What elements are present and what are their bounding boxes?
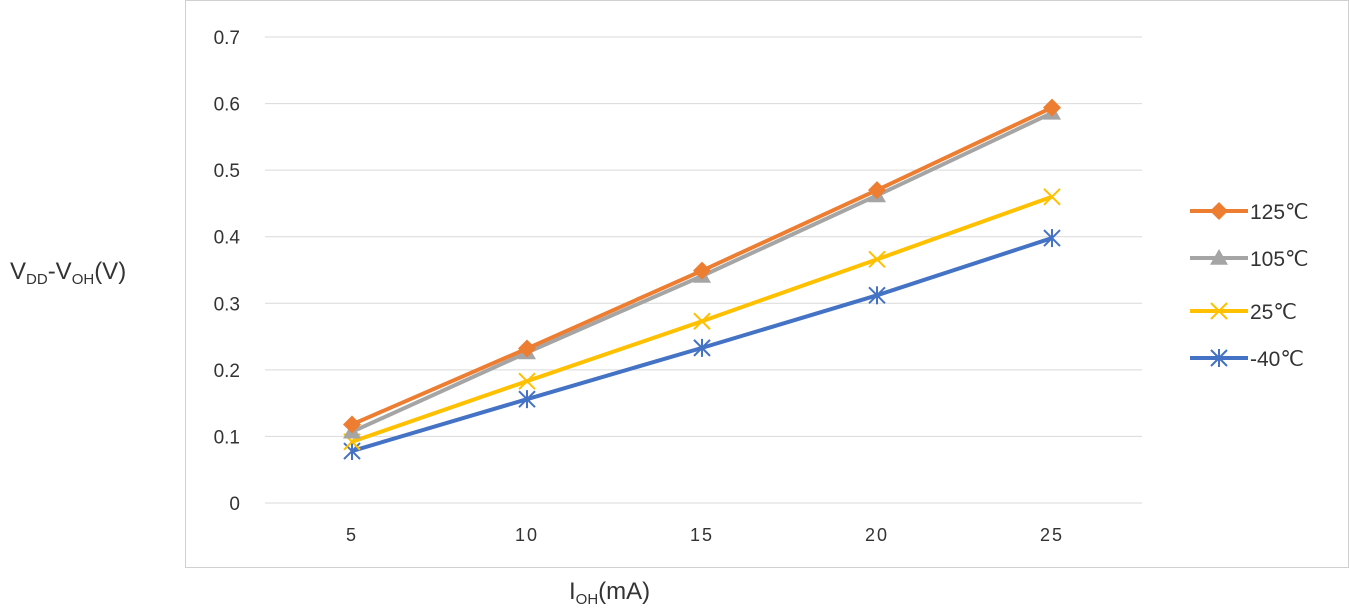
legend: 125℃ 105℃ 25℃ -40℃ bbox=[1190, 201, 1309, 371]
y-axis-label: VDD-VOH(V) bbox=[10, 258, 127, 288]
data-point bbox=[518, 339, 536, 358]
data-point bbox=[1043, 98, 1061, 117]
data-point bbox=[693, 261, 711, 280]
data-point bbox=[1043, 188, 1061, 206]
y-tick-label: 0.6 bbox=[214, 95, 240, 116]
legend-item: -40℃ bbox=[1190, 348, 1304, 371]
y-tick-labels: 0 0.1 0.2 0.3 0.4 0.5 0.6 0.7 bbox=[214, 28, 241, 515]
y-tick-label: 0.5 bbox=[214, 161, 240, 182]
y-tick-label: 0 bbox=[229, 494, 240, 515]
gridlines bbox=[265, 36, 1142, 504]
x-tick-label: 25 bbox=[1040, 525, 1064, 545]
y-tick-label: 0.3 bbox=[214, 294, 240, 315]
x-axis-label: IOH(mA) bbox=[569, 578, 651, 608]
legend-label: 125℃ bbox=[1250, 201, 1309, 224]
data-point bbox=[1210, 302, 1228, 320]
data-point bbox=[868, 286, 886, 305]
y-tick-label: 0.4 bbox=[214, 228, 241, 249]
x-tick-label: 15 bbox=[690, 525, 714, 545]
x-tick-label: 20 bbox=[865, 525, 889, 545]
data-point bbox=[1210, 202, 1228, 220]
data-point bbox=[868, 250, 886, 269]
data-point bbox=[693, 312, 711, 330]
x-tick-label: 5 bbox=[346, 525, 358, 545]
legend-label: 25℃ bbox=[1250, 301, 1297, 324]
series-lines bbox=[343, 98, 1061, 461]
data-point bbox=[518, 372, 536, 390]
legend-label: 105℃ bbox=[1250, 248, 1309, 271]
data-point bbox=[343, 415, 361, 434]
data-point bbox=[1210, 249, 1228, 265]
legend-label: -40℃ bbox=[1250, 348, 1304, 371]
y-tick-label: 0.7 bbox=[214, 28, 240, 49]
legend-item: 105℃ bbox=[1190, 248, 1309, 271]
legend-item: 125℃ bbox=[1190, 201, 1309, 224]
y-tick-label: 0.2 bbox=[214, 361, 240, 382]
y-tick-label: 0.1 bbox=[214, 427, 240, 448]
legend-item: 25℃ bbox=[1190, 301, 1297, 324]
data-point bbox=[693, 338, 711, 357]
chart-border bbox=[185, 0, 1349, 568]
data-point bbox=[1210, 349, 1228, 367]
series-0 bbox=[343, 98, 1061, 434]
data-point bbox=[868, 181, 886, 200]
data-point bbox=[518, 390, 536, 409]
data-point bbox=[1043, 229, 1061, 248]
x-tick-label: 10 bbox=[515, 525, 539, 545]
series-3 bbox=[343, 229, 1061, 461]
x-tick-labels: 5 10 15 20 25 bbox=[346, 525, 1064, 545]
